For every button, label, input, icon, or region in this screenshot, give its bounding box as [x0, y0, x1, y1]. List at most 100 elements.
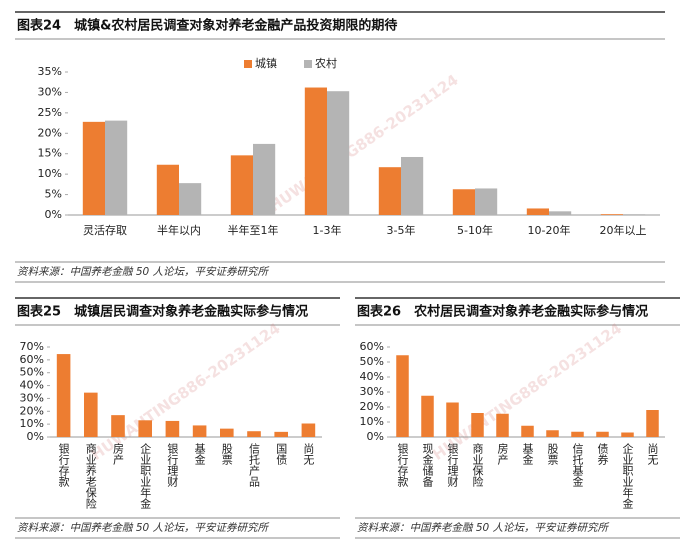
bar [378, 167, 401, 215]
y-tick-label: 10% [360, 415, 384, 428]
bar [301, 423, 316, 437]
bar [646, 410, 659, 437]
x-tick-label: 灵活存取 [83, 223, 127, 237]
x-tick-label: 半年以内 [157, 223, 201, 237]
source-note: 资料来源：中国养老金融 50 人论坛，平安证券研究所 [17, 522, 270, 534]
bar [571, 431, 584, 437]
bar [526, 208, 549, 215]
chart-title: 图表24 城镇&农村居民调查对象对养老金融产品投资期限的期待 [17, 18, 397, 34]
bar [192, 425, 207, 437]
y-tick-label: 0% [27, 430, 44, 443]
y-tick-label: 30% [38, 85, 62, 98]
x-tick-label: 银行理财 [446, 442, 459, 488]
bar [621, 432, 634, 437]
bar [475, 188, 498, 215]
y-tick-label: 20% [360, 400, 384, 413]
bar [82, 121, 105, 215]
bar [111, 415, 125, 437]
legend-swatch [244, 60, 252, 68]
x-tick-label: 基金 [193, 443, 206, 465]
y-tick-label: 20% [20, 404, 44, 417]
bar [253, 143, 276, 215]
bar [179, 183, 202, 215]
bar [421, 395, 434, 437]
x-tick-label: 企业职业年金 [139, 442, 152, 509]
bar [274, 431, 288, 437]
x-tick-label: 信托产品 [248, 443, 261, 487]
x-tick-label: 基金 [521, 443, 534, 465]
y-tick-label: 30% [360, 385, 384, 398]
x-tick-label: 20年以上 [600, 223, 647, 237]
bar [623, 214, 646, 215]
bar [401, 156, 424, 215]
x-tick-label: 商业保险 [471, 442, 484, 488]
x-tick-label: 银行存款 [57, 442, 70, 488]
bar [138, 420, 152, 437]
y-tick-label: 20% [38, 126, 62, 139]
x-tick-label: 5-10年 [457, 223, 493, 237]
bar [471, 413, 484, 437]
source-note: 资料来源：中国养老金融 50 人论坛，平安证券研究所 [357, 522, 610, 534]
x-tick-label: 股票 [546, 443, 559, 465]
y-tick-label: 0% [367, 430, 384, 443]
bar [446, 402, 459, 437]
x-tick-label: 3-5年 [387, 223, 416, 237]
x-tick-label: 银行理财 [166, 442, 179, 488]
bar [549, 211, 572, 215]
bar [596, 431, 609, 437]
bar [84, 392, 98, 437]
bar [327, 91, 350, 215]
legend-label: 城镇 [255, 56, 277, 70]
bar [521, 425, 534, 437]
x-tick-label: 现金储备 [421, 443, 434, 488]
bar [156, 164, 179, 215]
bar [105, 120, 128, 215]
bar [452, 189, 475, 215]
x-tick-label: 债券 [596, 442, 609, 465]
legend-swatch [304, 60, 312, 68]
bar [496, 413, 509, 437]
y-tick-label: 15% [38, 147, 62, 160]
y-tick-label: 0% [45, 208, 62, 221]
x-tick-label: 企业职业年金 [621, 442, 634, 509]
x-tick-label: 半年至1年 [228, 223, 279, 237]
bar [247, 431, 261, 437]
y-tick-label: 50% [360, 355, 384, 368]
y-tick-label: 10% [20, 417, 44, 430]
bar [230, 155, 253, 215]
x-tick-label: 10-20年 [528, 223, 571, 237]
x-tick-label: 房产 [496, 443, 509, 466]
bar [600, 214, 623, 215]
y-tick-label: 50% [20, 366, 44, 379]
bar [220, 428, 234, 437]
legend-label: 农村 [315, 56, 337, 70]
y-tick-label: 35% [38, 65, 62, 78]
source-note: 资料来源：中国养老金融 50 人论坛，平安证券研究所 [17, 266, 270, 278]
y-tick-label: 25% [38, 106, 62, 119]
watermark: HUWANTING886-20231124 [266, 71, 462, 216]
bar [546, 430, 559, 437]
x-tick-label: 尚无 [302, 442, 315, 466]
chart-title: 图表26 农村居民调查对象养老金融实际参与情况 [357, 304, 648, 320]
y-tick-label: 60% [360, 340, 384, 353]
x-tick-label: 信托基金 [571, 443, 584, 487]
x-tick-label: 房产 [112, 443, 125, 466]
y-tick-label: 10% [38, 167, 62, 180]
y-tick-label: 40% [20, 379, 44, 392]
y-tick-label: 60% [20, 353, 44, 366]
x-tick-label: 1-3年 [313, 223, 342, 237]
y-tick-label: 5% [45, 188, 62, 201]
y-tick-label: 40% [360, 370, 384, 383]
x-tick-label: 商业养老保险 [84, 442, 97, 510]
bar [56, 354, 71, 437]
x-tick-label: 银行存款 [396, 442, 409, 488]
bar [304, 87, 327, 215]
y-tick-label: 30% [20, 391, 44, 404]
bar [165, 420, 180, 437]
x-tick-label: 股票 [220, 443, 233, 465]
bar [396, 355, 409, 437]
x-tick-label: 国债 [275, 443, 288, 466]
chart-title: 图表25 城镇居民调查对象养老金融实际参与情况 [17, 304, 308, 320]
y-tick-label: 70% [20, 340, 44, 353]
